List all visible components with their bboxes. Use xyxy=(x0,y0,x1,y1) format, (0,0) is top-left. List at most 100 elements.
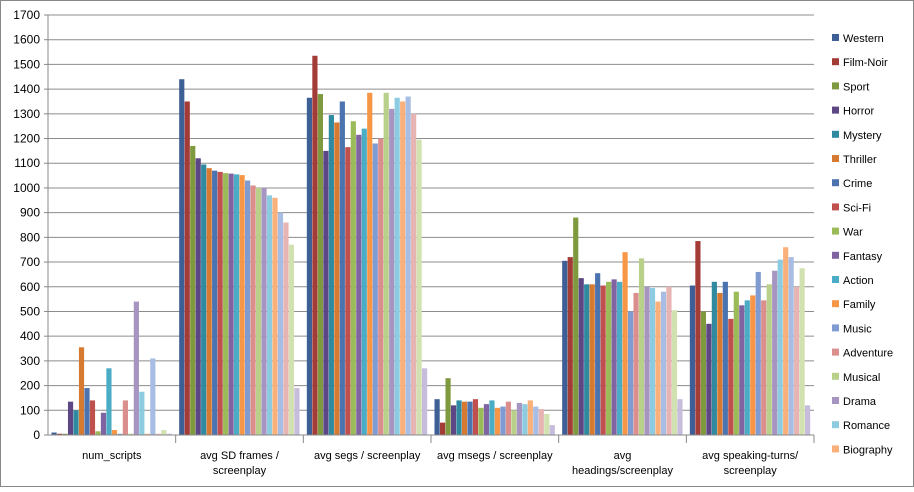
bar xyxy=(294,388,300,435)
y-tick-label: 1600 xyxy=(13,33,40,47)
x-category-label: avg speaking-turns/screenplay xyxy=(702,450,799,477)
bar xyxy=(228,173,234,436)
bar xyxy=(378,138,384,435)
bar xyxy=(288,244,295,435)
bar xyxy=(633,292,639,435)
y-tick-label: 300 xyxy=(20,354,40,368)
bar xyxy=(334,122,340,436)
bar xyxy=(788,257,794,435)
y-tick-label: 1000 xyxy=(13,181,40,195)
bar xyxy=(695,241,701,435)
legend-label: Sport xyxy=(843,81,869,93)
bar xyxy=(422,368,428,435)
bar xyxy=(255,187,262,435)
bar xyxy=(250,185,256,435)
legend-label: Horror xyxy=(843,106,875,118)
y-tick-label: 600 xyxy=(20,280,40,294)
bar xyxy=(356,134,362,435)
bar xyxy=(122,400,128,435)
bar xyxy=(595,273,601,435)
bar xyxy=(239,175,245,435)
x-category-label: avg SD frames / screenplay xyxy=(200,450,280,477)
bar xyxy=(644,286,650,435)
bar xyxy=(538,409,544,435)
bar xyxy=(472,399,479,435)
bar xyxy=(638,258,645,435)
bar xyxy=(660,291,667,435)
bar xyxy=(706,323,712,435)
legend-swatch xyxy=(832,300,839,308)
bar xyxy=(722,281,728,435)
bars xyxy=(51,55,811,436)
bar xyxy=(223,173,229,435)
bar xyxy=(234,174,240,435)
bar xyxy=(533,406,539,435)
bar xyxy=(217,171,223,435)
bar xyxy=(111,430,118,435)
legend-label: Crime xyxy=(843,178,872,190)
legend-label: War xyxy=(843,227,863,239)
bar xyxy=(416,139,422,435)
bar xyxy=(478,407,484,435)
legend-label: Mystery xyxy=(843,130,882,142)
bar xyxy=(144,433,150,435)
bar xyxy=(266,195,273,435)
legend-swatch xyxy=(832,372,839,380)
bar xyxy=(389,108,395,435)
bar xyxy=(461,401,468,435)
bar xyxy=(95,431,101,435)
legend-swatch xyxy=(832,251,839,259)
bar xyxy=(611,279,617,435)
bar xyxy=(744,300,750,435)
bar xyxy=(179,79,185,435)
legend-label: Fantasy xyxy=(843,251,883,263)
bar xyxy=(511,410,517,435)
bar xyxy=(527,400,533,435)
bar xyxy=(89,400,96,435)
bar xyxy=(711,281,717,435)
legend-swatch xyxy=(832,276,839,283)
bar xyxy=(212,170,218,435)
bar xyxy=(578,278,584,435)
y-tick-label: 1500 xyxy=(13,57,40,71)
bar xyxy=(655,301,661,435)
bar xyxy=(317,94,323,435)
bar xyxy=(783,247,789,435)
legend-label: Music xyxy=(843,323,872,335)
bar xyxy=(306,97,313,435)
bar xyxy=(339,101,345,436)
bar xyxy=(106,368,112,435)
bar xyxy=(100,412,107,435)
y-tick-label: 1100 xyxy=(14,156,40,170)
bar xyxy=(394,97,400,435)
bar xyxy=(700,311,706,435)
bar xyxy=(244,180,251,435)
legend-label: Adventure xyxy=(843,348,893,360)
bar xyxy=(400,101,406,436)
bar xyxy=(717,292,723,435)
legend-label: Thriller xyxy=(843,154,877,166)
legend-swatch xyxy=(832,348,839,356)
bar xyxy=(500,406,506,435)
bar xyxy=(505,401,511,435)
y-tick-label: 400 xyxy=(20,329,40,343)
bar xyxy=(372,143,378,435)
legend-swatch xyxy=(832,106,839,114)
bar xyxy=(549,425,555,435)
bar xyxy=(627,311,634,435)
bar xyxy=(456,400,462,435)
y-tick-label: 200 xyxy=(20,379,40,393)
bar xyxy=(483,404,490,435)
bar xyxy=(345,147,351,436)
legend-label: Film-Noir xyxy=(843,57,888,69)
bar xyxy=(689,285,696,435)
bar xyxy=(139,391,145,435)
bar xyxy=(405,96,411,435)
bar xyxy=(283,222,289,435)
legend-swatch xyxy=(832,34,839,41)
bar xyxy=(467,401,473,435)
bar xyxy=(728,318,734,435)
bar xyxy=(434,399,440,435)
bar xyxy=(73,410,79,435)
legend-label: Romance xyxy=(843,420,890,432)
